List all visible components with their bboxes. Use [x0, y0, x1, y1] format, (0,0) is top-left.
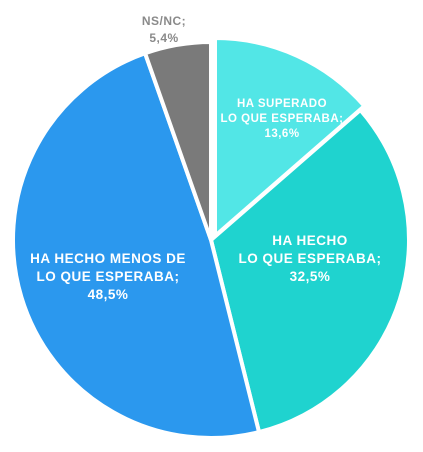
slice-label-ha-hecho: HA HECHO LO QUE ESPERABA; 32,5% — [238, 233, 381, 284]
pie-slices — [11, 36, 411, 440]
slice-label-line: HA SUPERADO — [237, 98, 327, 110]
slice-label-line: LO QUE ESPERABA; — [36, 269, 179, 284]
slice-label-menos: HA HECHO MENOS DE LO QUE ESPERABA; 48,5% — [30, 251, 186, 302]
pie-slice-ha-hecho — [209, 107, 411, 435]
slice-label-ha-superado: HA SUPERADO LO QUE ESPERABA; 13,6% — [220, 98, 343, 140]
pie-labels: HA SUPERADO LO QUE ESPERABA; 13,6% HA HECHO… — [30, 14, 381, 302]
slice-label-line: NS/NC; — [142, 14, 186, 28]
pie-slice-menos — [11, 51, 262, 440]
slice-label-line: 48,5% — [88, 287, 129, 302]
slice-label-nsnc: NS/NC; 5,4% — [142, 14, 186, 45]
slice-label-line: 32,5% — [290, 269, 331, 284]
pie-slice-nsnc — [143, 40, 213, 242]
slice-label-line: HA HECHO MENOS DE — [30, 251, 186, 266]
slice-label-line: HA HECHO — [272, 233, 348, 248]
pie-slice-ha-superado — [213, 36, 367, 238]
slice-label-line: LO QUE ESPERABA; — [238, 251, 381, 266]
slice-label-line: LO QUE ESPERABA; — [220, 113, 343, 125]
slice-label-line: 13,6% — [264, 128, 299, 140]
slice-label-line: 5,4% — [149, 31, 178, 45]
